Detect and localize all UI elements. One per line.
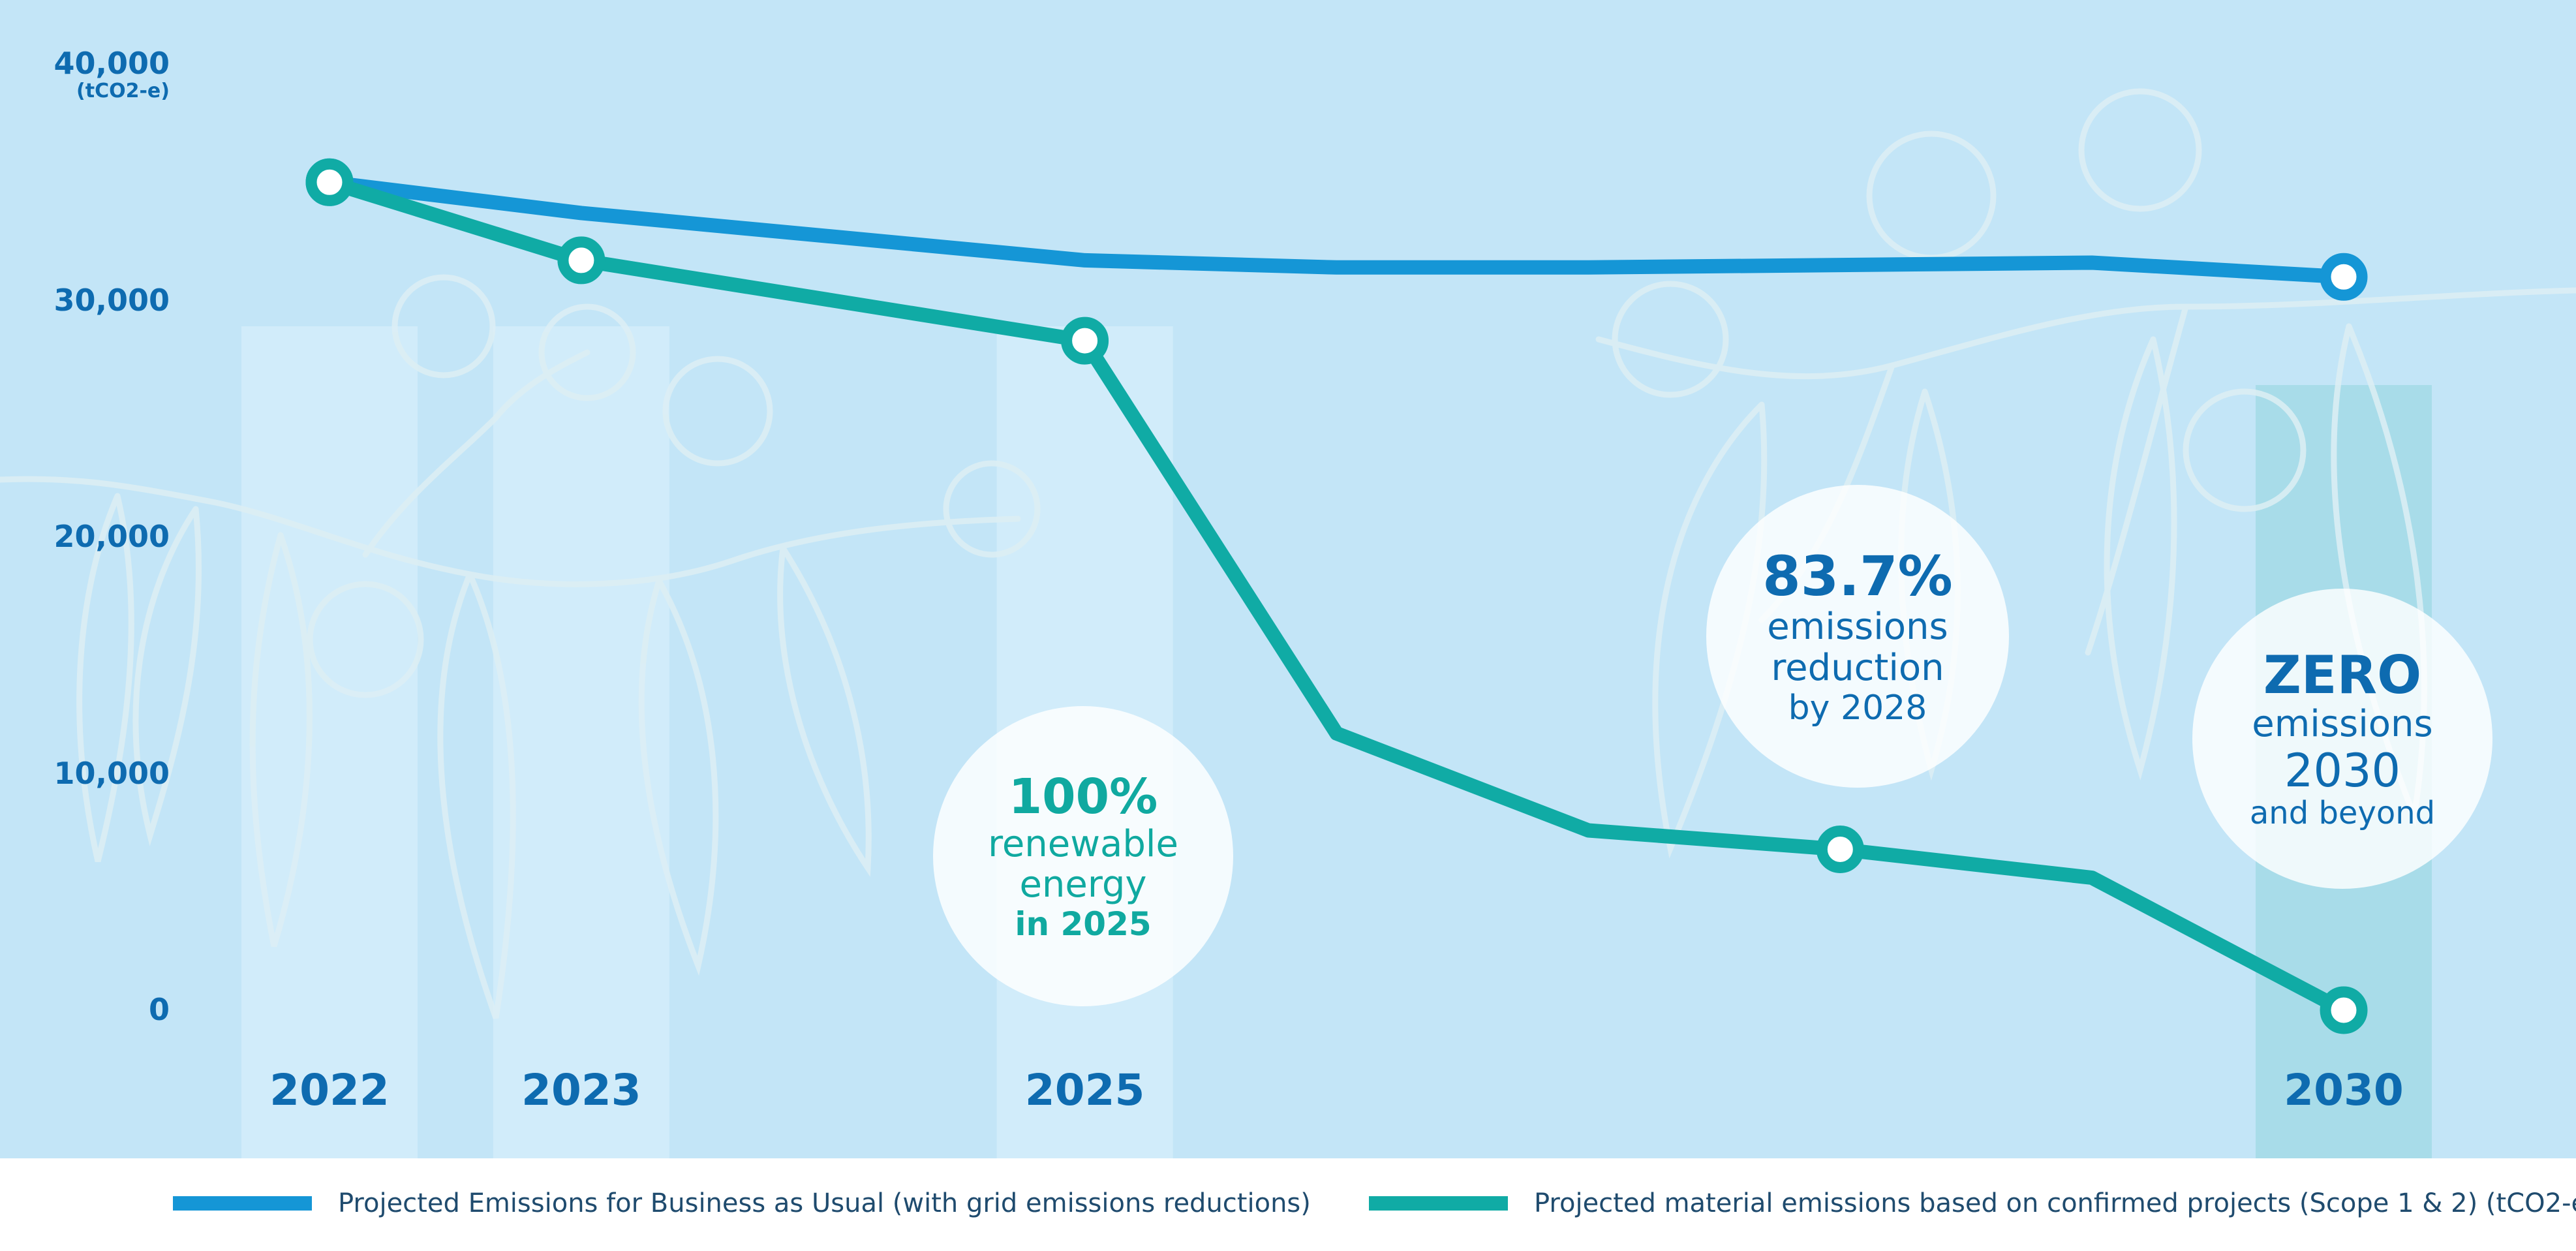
leaf-right-3: [2104, 336, 2177, 780]
x-tick-label: 2022: [269, 1065, 390, 1115]
legend-label-bau: Projected Emissions for Business as Usua…: [338, 1188, 1311, 1218]
callout-emissions-reduction: 83.7% emissions reduction by 2028: [1706, 485, 2009, 788]
y-tick-label: 20,000: [54, 519, 170, 554]
blossom-9: [2183, 388, 2307, 512]
callout-renewable-energy: 100% renewable energy in 2025: [933, 706, 1233, 1006]
year-band-2023: [493, 326, 669, 1158]
legend-swatch-material: [1369, 1196, 1508, 1211]
chart-svg: [0, 88, 2576, 1158]
y-tick-label: 10,000: [54, 755, 170, 791]
branch-right: [1595, 287, 2576, 379]
leaf-left-2: [249, 532, 313, 948]
callout-line: emissions: [2252, 703, 2433, 746]
leaf-left-4: [638, 578, 719, 976]
blossom-1: [307, 581, 424, 698]
data-point-bau-2030: [2320, 253, 2368, 301]
blossom-4: [391, 274, 496, 378]
leaf-left-3: [437, 571, 516, 1019]
callout-line: 2030: [2284, 744, 2401, 798]
data-point-material-2025: [1061, 317, 1109, 365]
blossom-2: [538, 303, 636, 401]
legend-item-material: Projected material emissions based on co…: [1369, 1160, 2576, 1246]
callout-line: reduction: [1771, 646, 1944, 689]
branch-left-upper: [362, 349, 590, 558]
callout-line: emissions: [1767, 606, 1948, 649]
callout-line: and beyond: [2249, 795, 2436, 832]
y-tick-label: 0: [148, 992, 170, 1027]
blossom-3: [662, 356, 773, 467]
data-point-material-2030: [2320, 986, 2368, 1034]
year-column-bands: [241, 326, 2432, 1158]
x-tick-label: 2030: [2284, 1065, 2404, 1115]
y-tick-label: 40,000: [54, 46, 170, 81]
callout-headline: 100%: [1008, 768, 1158, 825]
leaf-left-5: [777, 545, 872, 877]
data-point-material-2028: [1816, 826, 1864, 873]
legend-item-bau: Projected Emissions for Business as Usua…: [173, 1160, 1311, 1246]
y-tick-label: 30,000: [54, 282, 170, 318]
blossom-5: [943, 460, 1041, 558]
callout-zero-emissions: ZERO emissions 2030 and beyond: [2192, 589, 2492, 889]
callout-line: energy: [1019, 863, 1147, 906]
blossom-7: [2078, 88, 2202, 212]
legend-label-material: Projected material emissions based on co…: [1534, 1188, 2576, 1218]
x-tick-label: 2025: [1024, 1065, 1145, 1115]
series-lines: [322, 175, 2351, 1017]
callout-headline: 83.7%: [1762, 544, 1953, 609]
data-point-material-2022: [305, 158, 354, 206]
eucalyptus-foliage-illustration: [0, 88, 2576, 1019]
series-line-bau: [322, 175, 2351, 285]
leaf-left-6: [76, 493, 134, 863]
data-point-material-2023: [557, 236, 606, 285]
callout-headline: ZERO: [2263, 644, 2422, 705]
callout-line: in 2025: [1015, 905, 1152, 944]
year-band-2022: [241, 326, 418, 1158]
x-tick-label: 2023: [521, 1065, 641, 1115]
series-markers: [305, 158, 2368, 1034]
callout-line: renewable: [988, 822, 1178, 865]
blossom-6: [1866, 131, 1997, 261]
callout-line: by 2028: [1788, 688, 1927, 728]
branch-left: [0, 476, 1021, 587]
blossom-8: [1612, 281, 1729, 398]
leaf-left-1: [132, 506, 202, 846]
legend-swatch-bau: [173, 1196, 312, 1211]
series-line-material: [322, 175, 2351, 1017]
y-axis-unit: (tCO2-e): [76, 80, 170, 102]
